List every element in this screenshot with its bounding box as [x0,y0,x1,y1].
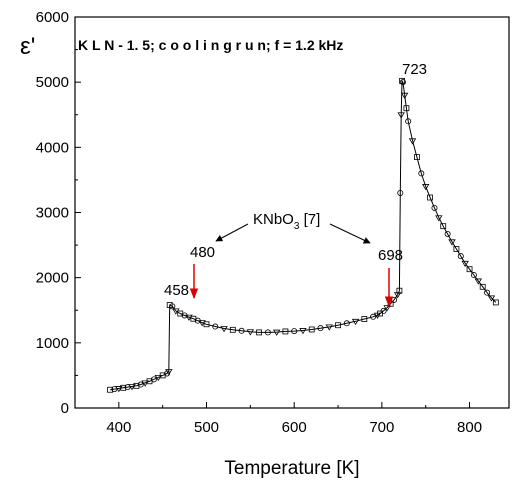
data-point [393,292,402,299]
data-point [397,189,404,196]
y-tick-label: 0 [61,400,69,417]
data-point [474,278,483,285]
data-point [408,138,417,145]
data-point [444,231,451,238]
data-point [479,283,486,290]
data-series-markers [107,77,499,393]
data-point [457,253,464,260]
x-tick-label: 800 [457,419,482,436]
data-point [470,272,477,279]
data-point [440,223,447,230]
data-point [399,77,405,84]
annotation-480: 480 [190,244,215,261]
data-point [414,154,420,161]
y-tick-label: 6000 [36,9,69,26]
data-series-line [110,79,497,391]
data-point [299,328,307,335]
data-point [272,329,281,336]
data-point [461,260,469,268]
data-point [396,287,403,294]
data-point [256,329,263,336]
data-point [453,246,460,252]
data-point [361,316,368,322]
data-point [291,328,298,335]
data-point [492,299,499,306]
data-point [282,328,289,335]
data-point [418,170,425,177]
data-point [427,194,433,201]
annotation-knbo3: KNbO3 [7] [253,211,320,232]
data-point [335,322,341,329]
data-point [487,295,496,302]
data-point [220,326,228,333]
data-point [165,369,173,376]
y-tick-label: 5000 [36,74,69,91]
y-tick-label: 3000 [36,205,69,222]
data-point [422,184,430,191]
y-tick-label: 4000 [36,139,69,156]
annotation-698: 698 [378,247,403,264]
data-point [137,381,144,388]
data-point [400,92,409,99]
data-point [351,318,360,326]
x-tick-label: 400 [106,419,131,436]
x-tick-label: 600 [282,419,307,436]
data-point [308,326,315,333]
data-point [229,326,236,333]
data-point [370,313,377,320]
data-point [238,327,245,334]
data-point [380,307,387,314]
data-point [264,329,271,336]
data-point [399,79,406,86]
x-tick-label: 700 [369,419,394,436]
data-point [107,386,113,393]
data-point [317,325,324,332]
data-point [246,329,255,336]
axis-tick-labels: 400 500 600 700 800 0 1000 2000 3000 4000 5000 6000 [36,9,482,436]
data-point [397,112,405,119]
annotation-458: 458 [164,282,189,299]
series-path [110,79,497,391]
data-point [403,105,410,112]
data-point [203,321,210,328]
data-point [484,289,491,296]
y-tick-label: 2000 [36,270,69,287]
x-axis-title: Temperature [K] [224,458,359,479]
data-point [212,323,219,330]
y-tick-label: 1000 [36,335,69,352]
y-axis-title: ε' [20,33,35,60]
data-point [120,384,127,391]
data-point [466,266,473,273]
data-point [133,382,140,389]
data-point [343,320,350,327]
data-point [325,324,333,331]
data-point [448,239,456,246]
annotation-723: 723 [402,61,427,78]
knbo3-arrow-left [215,223,249,242]
x-tick-label: 500 [194,419,219,436]
data-point [435,215,443,222]
data-point [405,118,412,125]
knbo3-arrow-right [329,223,371,244]
data-point [150,376,157,383]
data-point [169,303,176,310]
chart-title: K L N - 1. 5; c o o l i n g r u n; f = 1… [78,37,343,53]
data-point [431,204,438,211]
axis-ticks [74,16,471,409]
